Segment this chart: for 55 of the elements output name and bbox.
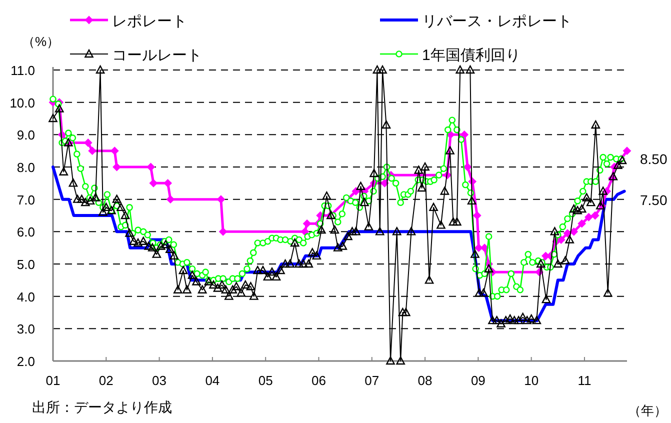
legend-label: コールレート <box>112 47 202 64</box>
x-tick-label: 07 <box>364 373 380 388</box>
point <box>464 163 472 171</box>
point <box>84 138 92 147</box>
y-tick-label: 6.0 <box>16 224 35 240</box>
point <box>164 179 172 188</box>
y-tick-label: 10.0 <box>10 95 35 110</box>
x-axis-title: （年） <box>628 403 667 418</box>
legend-label: 1年国債利回り <box>422 47 520 64</box>
text: 7.50 <box>640 192 668 208</box>
x-tick-label: 02 <box>98 373 114 388</box>
x-tick-label: 09 <box>470 373 486 388</box>
y-axis-title: （%） <box>22 34 60 49</box>
point <box>474 244 483 252</box>
x-tick-label: 06 <box>312 373 326 388</box>
y-tick-label: 11.0 <box>10 63 35 78</box>
point <box>591 212 600 220</box>
point <box>219 228 228 236</box>
point <box>557 236 566 244</box>
x-tick-label: 05 <box>258 373 273 388</box>
x-tick-label: 11 <box>578 373 592 388</box>
x-tick-label: 04 <box>205 373 220 388</box>
point <box>216 195 225 204</box>
y-tick-label: 7.0 <box>16 192 35 208</box>
x-tick-label: 01 <box>46 373 60 388</box>
point <box>303 220 312 228</box>
point <box>584 213 593 222</box>
point <box>300 228 309 236</box>
point <box>149 179 158 188</box>
point <box>110 146 119 155</box>
y-tick-label: 2.0 <box>16 354 35 369</box>
y-tick-label: 4.0 <box>16 289 35 304</box>
point <box>480 244 489 252</box>
text: 出所：データより作成 <box>32 399 172 415</box>
y-tick-label: 3.0 <box>16 322 35 337</box>
legend-label: リバース・レポレート <box>422 13 572 30</box>
y-tick-label: 8.0 <box>16 160 35 175</box>
y-tick-label: 5.0 <box>16 257 35 272</box>
point <box>623 146 631 155</box>
point <box>473 212 482 220</box>
x-tick-label: 08 <box>418 373 432 388</box>
text: 8.50 <box>640 151 668 167</box>
x-tick-label: 03 <box>152 373 167 388</box>
point <box>146 163 155 171</box>
point <box>380 179 389 188</box>
point <box>578 220 586 228</box>
point <box>88 146 96 155</box>
point <box>563 229 572 238</box>
y-tick-label: 9.0 <box>16 128 35 143</box>
point <box>352 187 360 196</box>
point <box>112 163 121 171</box>
x-tick-label: 10 <box>524 373 539 388</box>
point <box>570 228 578 236</box>
point <box>166 195 174 204</box>
legend-label: レポレート <box>112 13 187 30</box>
